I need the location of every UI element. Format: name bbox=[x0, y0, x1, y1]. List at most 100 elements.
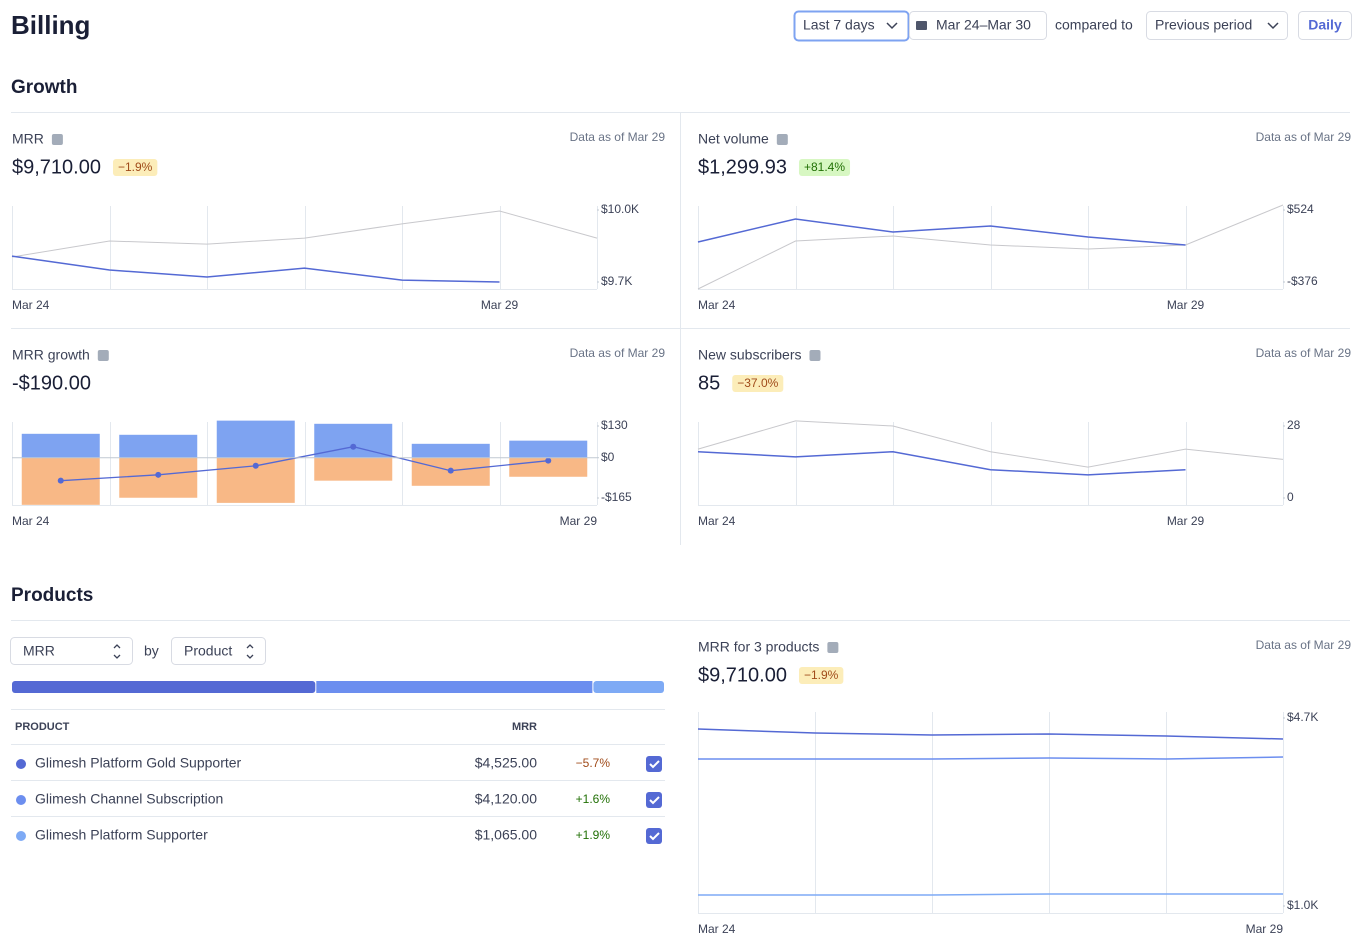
share-segment bbox=[316, 681, 593, 693]
product-name: Glimesh Platform Gold Supporter bbox=[35, 755, 242, 771]
x-tick-label: Mar 24 bbox=[12, 298, 50, 312]
group-text[interactable]: Product bbox=[184, 643, 232, 659]
positive-bar bbox=[119, 434, 198, 458]
series-line bbox=[697, 218, 1186, 246]
chevron bbox=[246, 644, 254, 659]
net-line bbox=[60, 446, 549, 482]
range-text[interactable]: Last 7 days bbox=[803, 17, 875, 33]
positive-bar bbox=[411, 443, 490, 458]
panel-title: MRR for 3 products bbox=[698, 639, 819, 655]
data-as-of: Data as of Mar 29 bbox=[1256, 130, 1352, 144]
checkmark bbox=[649, 796, 660, 805]
group-select[interactable] bbox=[171, 637, 266, 665]
product-dot bbox=[16, 759, 26, 769]
product-name: Glimesh Platform Supporter bbox=[35, 827, 208, 843]
change-text: −1.9% bbox=[804, 668, 839, 682]
checkbox[interactable] bbox=[646, 756, 662, 772]
x-tick-label: Mar 29 bbox=[1167, 514, 1205, 528]
x-tick-label: Mar 24 bbox=[698, 298, 736, 312]
y-tick-label: $524 bbox=[1287, 202, 1314, 216]
checkbox[interactable] bbox=[646, 792, 662, 808]
x-tick-label: Mar 24 bbox=[698, 514, 736, 528]
product-dot bbox=[16, 831, 26, 841]
panel-value: $9,710.00 bbox=[12, 156, 101, 178]
series-line bbox=[697, 450, 1186, 476]
comparison-select[interactable] bbox=[1146, 11, 1288, 40]
panel-title: Net volume bbox=[698, 131, 769, 147]
change-badge bbox=[798, 667, 844, 684]
product-name: Glimesh Channel Subscription bbox=[35, 791, 223, 807]
series-line bbox=[698, 893, 1283, 896]
section-title: Growth bbox=[11, 77, 78, 98]
comparison-text[interactable]: Previous period bbox=[1155, 17, 1252, 33]
series-line bbox=[697, 420, 1284, 468]
info-icon bbox=[97, 350, 109, 361]
negative-bar bbox=[314, 457, 393, 481]
data-as-of: Data as of Mar 29 bbox=[570, 346, 666, 360]
x-tick-label: Mar 24 bbox=[698, 922, 736, 936]
change-badge bbox=[798, 159, 851, 176]
checkbox[interactable] bbox=[646, 828, 662, 844]
series-line bbox=[698, 756, 1284, 760]
date-picker[interactable] bbox=[909, 11, 1047, 40]
series-line bbox=[11, 210, 598, 258]
panel-title: New subscribers bbox=[698, 347, 801, 363]
share-segment bbox=[12, 681, 316, 693]
data-as-of: Data as of Mar 29 bbox=[1256, 346, 1352, 360]
product-change: +1.6% bbox=[576, 792, 611, 806]
net-point bbox=[350, 443, 357, 450]
by-label: by bbox=[144, 643, 159, 659]
y-tick-label: $0 bbox=[601, 450, 615, 464]
page-title: Billing bbox=[11, 10, 90, 40]
panel-title: MRR growth bbox=[12, 347, 90, 363]
calendar-icon bbox=[916, 21, 927, 30]
info-icon bbox=[51, 134, 63, 145]
panel-value: 85 bbox=[698, 372, 720, 394]
net-point bbox=[252, 462, 259, 469]
metric-text[interactable]: MRR bbox=[23, 643, 55, 659]
x-tick-label: Mar 29 bbox=[481, 298, 519, 312]
product-mrr: $4,525.00 bbox=[475, 755, 537, 771]
series-line bbox=[697, 728, 1284, 740]
date-text[interactable]: Mar 24–Mar 30 bbox=[936, 17, 1031, 33]
series-line bbox=[697, 204, 1284, 290]
interval-text[interactable]: Daily bbox=[1308, 17, 1342, 33]
y-tick-label: $9.7K bbox=[601, 274, 632, 288]
y-tick-label: 0 bbox=[1287, 490, 1294, 504]
checkmark bbox=[649, 760, 660, 769]
series-line bbox=[11, 255, 500, 283]
change-badge bbox=[112, 159, 158, 176]
y-tick-label: -$165 bbox=[601, 490, 632, 504]
chevron bbox=[1267, 22, 1279, 30]
product-change: −5.7% bbox=[576, 756, 611, 770]
y-tick-label: $10.0K bbox=[601, 202, 639, 216]
net-point bbox=[57, 477, 64, 484]
checkmark bbox=[649, 832, 660, 841]
metric-select[interactable] bbox=[10, 637, 133, 665]
info-icon bbox=[809, 350, 821, 361]
x-tick-label: Mar 29 bbox=[1167, 298, 1205, 312]
section-title: Products bbox=[11, 585, 93, 606]
panel-title: MRR bbox=[12, 131, 44, 147]
change-text: −37.0% bbox=[737, 376, 778, 390]
y-tick-label: $4.7K bbox=[1287, 710, 1318, 724]
product-mrr: $1,065.00 bbox=[475, 827, 537, 843]
interval-button[interactable] bbox=[1298, 11, 1352, 40]
x-tick-label: Mar 24 bbox=[12, 514, 50, 528]
x-tick-label: Mar 29 bbox=[1246, 922, 1284, 936]
range-select[interactable] bbox=[793, 10, 910, 42]
product-dot bbox=[16, 795, 26, 805]
column-header: MRR bbox=[512, 721, 537, 733]
y-tick-label: 28 bbox=[1287, 418, 1301, 432]
positive-bar bbox=[509, 440, 588, 458]
info-icon bbox=[827, 642, 839, 653]
info-icon bbox=[776, 134, 788, 145]
column-header: PRODUCT bbox=[15, 721, 70, 733]
y-tick-label: -$376 bbox=[1287, 274, 1318, 288]
net-point bbox=[447, 467, 454, 474]
panel-value: -$190.00 bbox=[12, 372, 91, 394]
share-segment bbox=[593, 681, 664, 693]
